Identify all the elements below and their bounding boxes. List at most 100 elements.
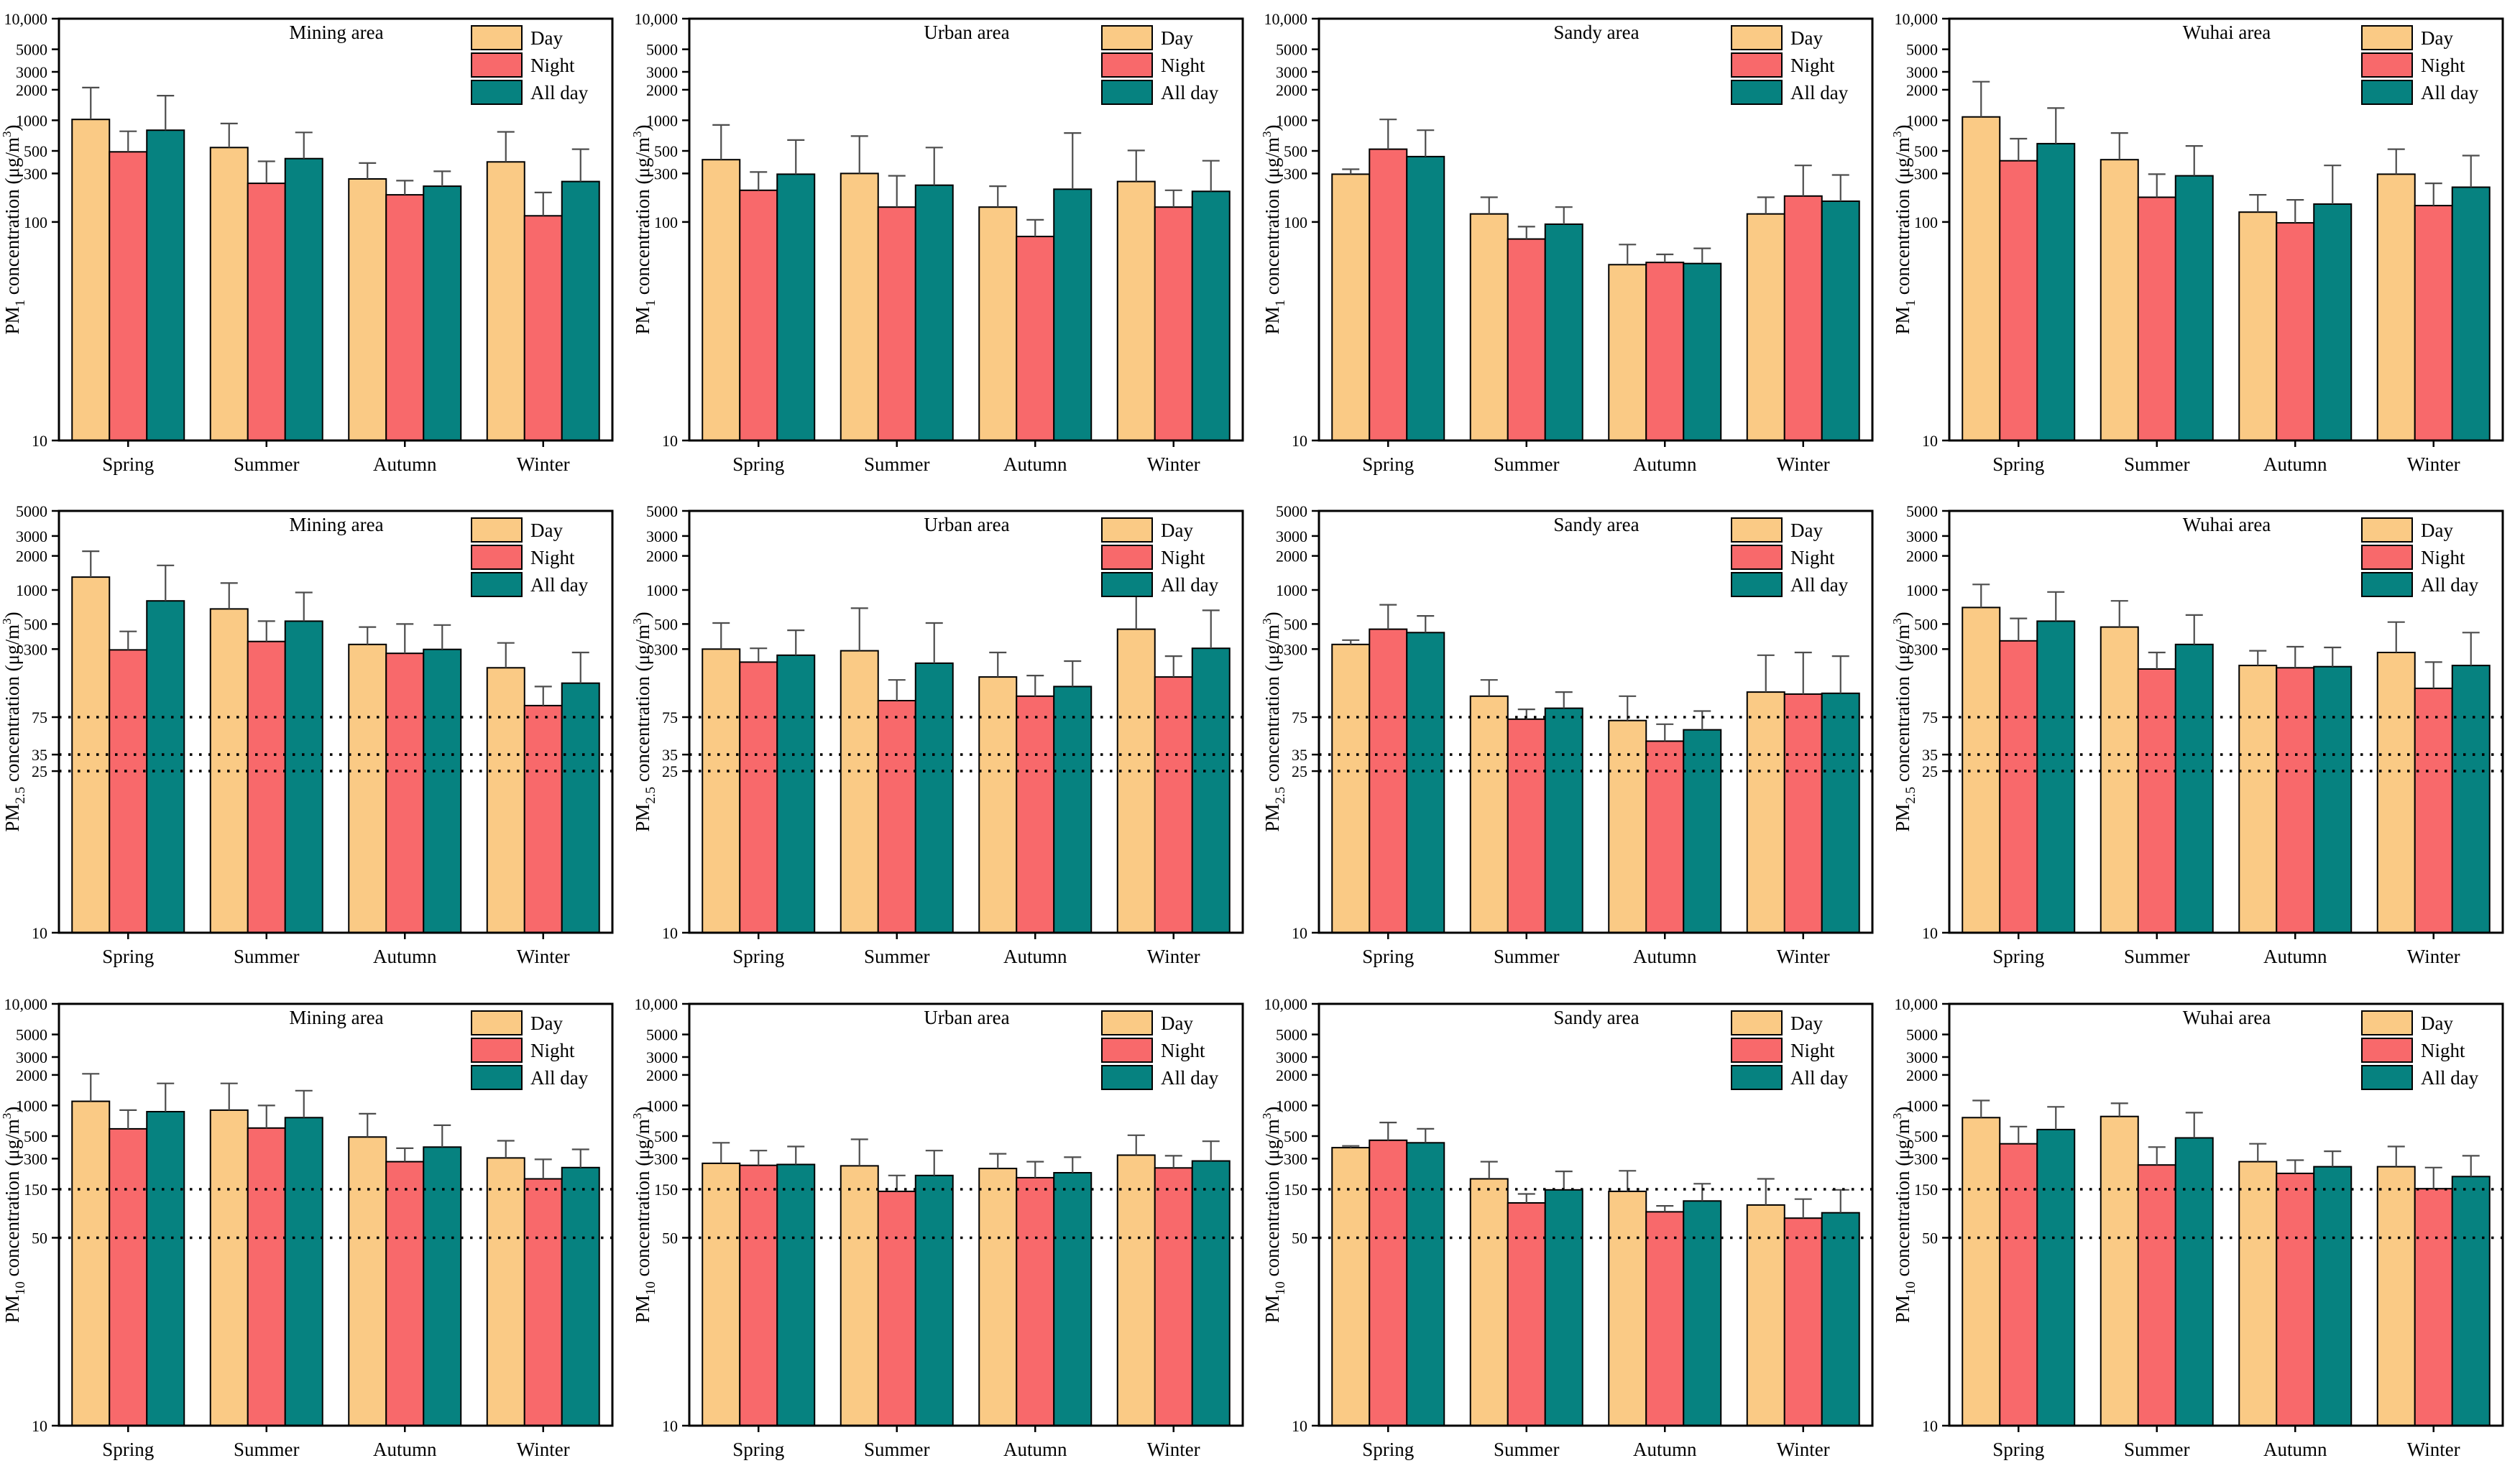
- bar-day-autumn: [1608, 719, 1647, 933]
- errorbar-all-day-autumn: [1693, 710, 1711, 730]
- errorbar-night-summer: [888, 175, 906, 208]
- bar-night-summer: [1507, 718, 1546, 933]
- y-tick-label: 500: [1914, 142, 1938, 160]
- bar-day-winter: [486, 667, 525, 934]
- y-axis-label: PM10 concentration (μg/m3): [0, 1107, 28, 1323]
- bar-all-day-autumn: [1053, 1172, 1093, 1426]
- y-tick-label: 35: [32, 746, 47, 764]
- errorbar-all-day-spring: [157, 1082, 175, 1112]
- errorbar-day-summer: [850, 135, 868, 174]
- legend-label-all-day: All day: [530, 1067, 589, 1089]
- y-tick-label: 10: [1922, 924, 1938, 942]
- y-tick-label: 300: [24, 165, 47, 183]
- plot-border: [1948, 17, 2504, 442]
- legend: Day Night All day: [1101, 517, 1219, 597]
- errorbar-all-day-autumn: [1064, 1156, 1082, 1173]
- errorbar-day-autumn: [989, 1153, 1007, 1169]
- plot-border: [1318, 17, 1874, 442]
- errorbar-all-day-autumn: [2324, 1150, 2342, 1167]
- legend-swatch-day: [2361, 25, 2413, 50]
- bar-day-winter: [486, 161, 525, 442]
- errorbar-day-autumn: [359, 626, 377, 645]
- errorbar-day-winter: [497, 642, 515, 668]
- bar-all-day-spring: [776, 173, 816, 441]
- y-axis-label: PM1 concentration (μg/m3): [1890, 125, 1918, 335]
- y-tick-label: 500: [1284, 615, 1307, 633]
- errorbar-night-spring: [750, 1150, 768, 1166]
- bar-night-summer: [1507, 1202, 1546, 1426]
- bar-day-summer: [840, 650, 879, 933]
- y-tick-label: 3000: [1906, 63, 1938, 81]
- bar-night-winter: [1154, 206, 1193, 441]
- errorbar-night-winter: [1164, 1155, 1182, 1168]
- errorbar-all-day-spring: [787, 1145, 805, 1165]
- errorbar-all-day-autumn: [1064, 132, 1082, 190]
- y-tick-label: 1000: [646, 1097, 678, 1115]
- errorbar-day-spring: [1972, 1099, 1990, 1118]
- bar-day-summer: [209, 1109, 249, 1426]
- errorbar-all-day-summer: [925, 622, 943, 663]
- errorbar-day-summer: [1480, 679, 1498, 696]
- bar-all-day-autumn: [2313, 1166, 2353, 1426]
- bar-night-winter: [2414, 687, 2453, 933]
- errorbar-all-day-winter: [2462, 154, 2480, 188]
- errorbar-night-winter: [534, 191, 552, 216]
- legend-label-all-day: All day: [530, 82, 589, 103]
- x-tick-label-winter: Winter: [1777, 453, 1830, 475]
- panel-title: Wuhai area: [2183, 22, 2271, 43]
- plot-border: [688, 17, 1244, 442]
- legend: Day Night All day: [1731, 1010, 1849, 1090]
- errorbar-day-spring: [1342, 168, 1360, 175]
- y-tick-label: 150: [24, 1181, 47, 1199]
- bar-all-day-summer: [284, 1117, 323, 1427]
- errorbar-night-autumn: [1026, 1161, 1044, 1178]
- bar-all-day-summer: [2174, 643, 2214, 934]
- y-tick-label: 10,000: [4, 995, 48, 1013]
- errorbar-all-day-summer: [295, 591, 313, 622]
- errorbar-all-day-summer: [1555, 691, 1573, 709]
- errorbar-day-spring: [712, 1142, 730, 1163]
- bar-night-spring: [739, 661, 778, 933]
- y-tick-label: 500: [654, 615, 678, 633]
- y-tick-label: 500: [654, 142, 678, 160]
- errorbar-day-summer: [1480, 1161, 1498, 1179]
- errorbar-night-summer: [2148, 651, 2166, 669]
- y-tick-label: 300: [1284, 1150, 1307, 1168]
- legend-label-day: Day: [1790, 520, 1823, 541]
- errorbar-night-autumn: [2286, 1159, 2304, 1173]
- legend-label-night: Night: [530, 55, 575, 76]
- bar-night-summer: [1507, 238, 1546, 441]
- legend-label-night: Night: [1790, 1040, 1835, 1061]
- errorbar-all-day-autumn: [433, 1124, 451, 1148]
- bar-day-spring: [1331, 1147, 1371, 1426]
- bar-night-spring: [109, 151, 148, 442]
- panel-title: Mining area: [289, 514, 383, 535]
- panel-title: Urban area: [924, 1007, 1009, 1028]
- bar-day-winter: [1116, 180, 1156, 441]
- errorbar-all-day-winter: [1831, 655, 1849, 693]
- y-tick-label: 25: [662, 762, 678, 780]
- y-tick-label: 3000: [16, 1048, 47, 1066]
- errorbar-all-day-spring: [157, 95, 175, 131]
- x-tick-label-autumn: Autumn: [2263, 946, 2327, 967]
- errorbar-all-day-winter: [1202, 1140, 1220, 1161]
- errorbar-night-autumn: [396, 1147, 414, 1162]
- y-tick-label: 150: [654, 1181, 678, 1199]
- bar-day-spring: [1962, 1117, 2001, 1427]
- y-tick-label: 10,000: [1895, 10, 1939, 28]
- y-tick-label: 10: [1922, 432, 1938, 450]
- x-tick-label-summer: Summer: [2124, 1439, 2190, 1460]
- bar-all-day-autumn: [1683, 729, 1722, 933]
- legend-label-all-day: All day: [1790, 574, 1849, 596]
- y-tick-label: 3000: [1276, 1048, 1307, 1066]
- legend: Day Night All day: [2361, 517, 2479, 597]
- bar-day-summer: [840, 172, 879, 441]
- legend-label-night: Night: [1790, 55, 1835, 76]
- legend-label-night: Night: [2421, 1040, 2465, 1061]
- legend: Day Night All day: [2361, 25, 2479, 105]
- y-tick-label: 300: [24, 1150, 47, 1168]
- y-tick-label: 300: [1284, 165, 1307, 183]
- bar-all-day-autumn: [2313, 665, 2353, 933]
- x-tick-label-spring: Spring: [1362, 946, 1414, 967]
- legend-swatch-all-day: [1101, 1065, 1153, 1090]
